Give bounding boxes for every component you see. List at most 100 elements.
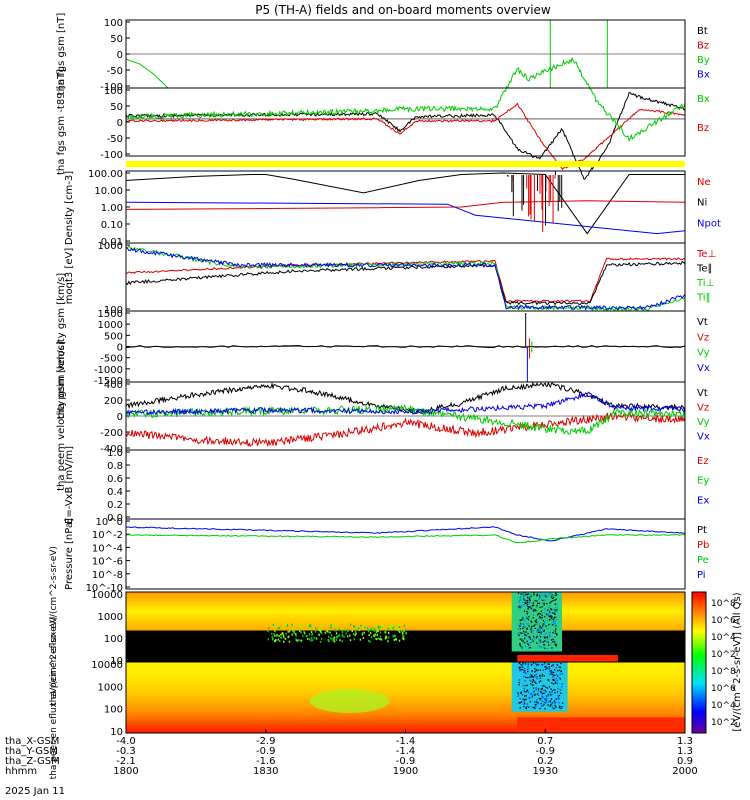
spectrogram-pixel <box>292 624 295 627</box>
spectrogram-pixel <box>394 638 397 641</box>
spectrogram-pixel <box>338 628 341 631</box>
spectrogram-pixel <box>517 592 520 594</box>
spectrogram-pixel <box>537 694 540 696</box>
spectrogram-pixel <box>380 638 383 641</box>
colorbar-tick-label: 10^8 <box>711 667 736 677</box>
spectrogram-pixel <box>544 616 546 618</box>
ytick-label: 100 <box>104 305 123 316</box>
spectrogram-pixel <box>534 627 536 630</box>
series-Vx-line <box>125 391 686 417</box>
spectrogram-pixel <box>546 698 548 700</box>
spectrogram-pixel <box>384 637 387 640</box>
spectrogram-pixel <box>544 633 546 635</box>
spectrogram-pixel <box>387 627 389 630</box>
spectrogram-pixel <box>370 636 373 639</box>
spectrogram-pixel <box>390 624 393 627</box>
spectrogram-pixel <box>393 623 395 626</box>
panel-ylabel: tha peir en eflux eV/(cm^2-s-sr-eV) <box>49 546 59 706</box>
spectrogram-pixel <box>341 631 344 634</box>
spectrogram-pixel <box>549 619 552 621</box>
spectrogram-pixel <box>543 622 546 624</box>
spectrogram-pixel <box>318 628 321 631</box>
spectrogram-pixel <box>552 638 554 640</box>
spectrogram-pixel <box>554 701 557 703</box>
spectrogram-pixel <box>525 601 527 603</box>
spectrogram-pixel <box>549 632 552 634</box>
spectrogram-pixel <box>521 666 524 668</box>
spectrogram-pixel <box>517 695 519 697</box>
ytick-label: 10000 <box>91 660 123 671</box>
spectrogram-pixel <box>537 702 539 704</box>
panel-efield: E=-VxB [mV/m] 1.0 0.8 0.6 0.4 0.2 0.0 Ez Ey Ex <box>64 446 709 524</box>
spectrogram-pixel <box>523 702 526 704</box>
spectrogram-pixel <box>553 674 555 676</box>
ytick-label: 0.6 <box>107 474 123 485</box>
spectrogram-pixel <box>538 675 541 677</box>
spectrogram-pixel <box>295 633 297 636</box>
spectrogram-pixel <box>529 636 531 639</box>
spectrogram-pixel <box>556 603 558 605</box>
spectrogram-pixel <box>550 703 553 705</box>
spectrogram-pixel <box>536 600 538 602</box>
spectrogram-pixel <box>527 618 530 620</box>
spectrogram-pixel <box>352 624 355 627</box>
legend-entry: Vz <box>697 403 709 414</box>
spectrogram-pixel <box>527 670 529 673</box>
spectrogram-pixel <box>535 703 538 706</box>
spectrogram-pixel <box>524 670 526 672</box>
spectrogram-pixel <box>282 634 285 637</box>
legend-entry: Pi <box>697 570 706 581</box>
series-Pi-line <box>125 526 685 542</box>
spectrogram-pixel <box>546 687 549 689</box>
spectrogram-pixel <box>398 626 401 629</box>
spectrogram-pixel <box>532 604 534 607</box>
spectrogram-pixel <box>541 646 543 649</box>
spectrogram-pixel <box>545 625 547 627</box>
spectrogram-pixel <box>521 694 524 696</box>
spectrogram-pixel <box>384 631 387 634</box>
ytick-label: 0.4 <box>107 487 123 498</box>
spectrogram-pixel <box>522 630 525 632</box>
spectrogram-pixel <box>556 682 559 685</box>
spectrogram-pixel <box>272 638 274 641</box>
spectrogram-pixel <box>303 632 306 635</box>
spectrogram-pixel <box>553 612 556 614</box>
spectrogram-pixel <box>554 594 556 596</box>
spectrogram-pixel <box>520 691 522 693</box>
spectrogram-pixel <box>400 630 403 633</box>
spectrogram-pixel <box>523 703 525 705</box>
spectrogram-pixel <box>367 630 370 633</box>
panel-ylabel: moqt3 [eV] <box>64 248 75 305</box>
spectrogram-pixel <box>527 596 529 599</box>
spectrogram-pixel <box>525 634 527 636</box>
spectrogram-pixel <box>550 592 552 594</box>
spectrogram-pixel <box>526 601 529 604</box>
spectrogram-pixel <box>553 669 556 671</box>
spectrogram-pixel <box>320 625 322 628</box>
spectrogram-pixel <box>546 619 549 621</box>
spectrogram-pixel <box>519 679 521 681</box>
spectrogram-pixel <box>557 698 559 700</box>
spectrogram-pixel <box>291 623 293 626</box>
spectrogram-pixel <box>316 637 318 640</box>
ytick-labels: 10^0 10^-2 10^-4 10^-6 10^-8 10^-10 <box>86 517 130 594</box>
spectrogram-pixel <box>548 644 550 646</box>
spectrogram-pixel <box>318 633 320 636</box>
spectrogram-pixel <box>403 629 405 632</box>
spectrogram-pixel <box>533 592 535 594</box>
ytick-label: 10 <box>110 727 123 738</box>
spectrogram-pixel <box>337 634 340 637</box>
spectrogram-pixel <box>546 636 548 638</box>
spectrogram-pixel <box>372 627 375 630</box>
spectrogram-pixel <box>528 696 530 698</box>
spectrogram-pixel <box>333 638 335 641</box>
spectrogram-pixel <box>362 636 365 639</box>
spectrogram-pixel <box>518 624 520 626</box>
spectrogram-pixel <box>373 634 375 637</box>
ephem-value: -2.1 <box>116 756 136 767</box>
spectrogram-pixel <box>546 637 549 639</box>
ytick-label: 0.01 <box>101 237 123 248</box>
legend-entry: Npot <box>697 218 721 229</box>
spectrogram-pixel <box>542 689 544 691</box>
spectrogram-pixel <box>333 636 336 639</box>
